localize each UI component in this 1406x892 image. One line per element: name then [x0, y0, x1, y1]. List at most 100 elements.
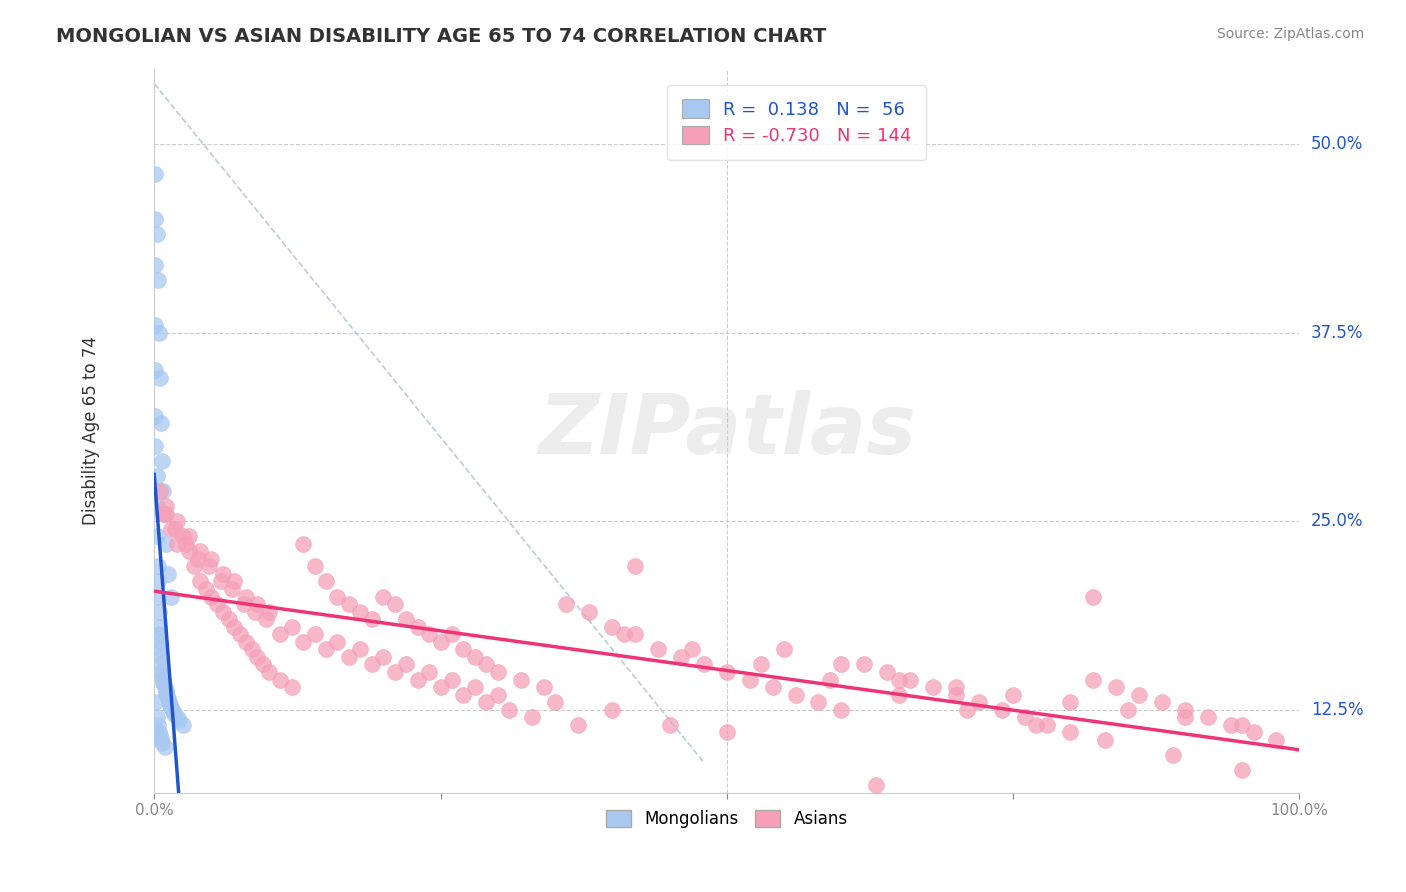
Point [773, 642, 796, 657]
Point [162, 704, 184, 718]
Point [1002, 688, 1025, 702]
Point [762, 680, 785, 694]
Point [152, 507, 174, 521]
Point [1128, 688, 1150, 702]
Point [153, 680, 176, 694]
Point [145, 499, 167, 513]
Point [252, 657, 274, 672]
Point [145, 468, 167, 483]
Point [544, 695, 567, 709]
Point [194, 582, 217, 596]
Point [246, 649, 269, 664]
Point [475, 695, 498, 709]
Text: 25.0%: 25.0% [1310, 512, 1364, 530]
Point [150, 657, 173, 672]
Point [1243, 725, 1265, 739]
Point [1036, 718, 1059, 732]
Point [183, 559, 205, 574]
Point [229, 627, 252, 641]
Point [148, 605, 170, 619]
Point [418, 665, 440, 679]
Point [205, 597, 228, 611]
Point [145, 710, 167, 724]
Point [304, 627, 326, 641]
Point [498, 703, 520, 717]
Point [200, 590, 222, 604]
Point [235, 634, 257, 648]
Point [148, 326, 170, 340]
Point [177, 529, 200, 543]
Point [315, 574, 337, 589]
Point [1265, 732, 1288, 747]
Point [150, 454, 173, 468]
Point [555, 597, 578, 611]
Point [384, 597, 406, 611]
Point [145, 409, 167, 423]
Point [349, 642, 371, 657]
Point [145, 363, 167, 377]
Point [429, 680, 451, 694]
Point [475, 657, 498, 672]
Point [1116, 703, 1139, 717]
Point [1230, 718, 1253, 732]
Point [157, 695, 180, 709]
Point [212, 605, 235, 619]
Point [145, 258, 167, 272]
Point [152, 675, 174, 690]
Point [1014, 710, 1036, 724]
Point [155, 499, 177, 513]
Point [187, 551, 209, 566]
Point [224, 620, 246, 634]
Point [887, 673, 910, 687]
Point [749, 657, 772, 672]
Point [150, 668, 173, 682]
Point [738, 673, 761, 687]
Point [647, 642, 669, 657]
Point [1025, 718, 1047, 732]
Text: Source: ZipAtlas.com: Source: ZipAtlas.com [1216, 27, 1364, 41]
Point [163, 707, 186, 722]
Point [156, 566, 179, 581]
Point [149, 728, 172, 742]
Point [990, 703, 1012, 717]
Point [945, 680, 967, 694]
Point [172, 529, 194, 543]
Point [956, 703, 979, 717]
Point [304, 559, 326, 574]
Point [315, 642, 337, 657]
Point [166, 514, 188, 528]
Point [1094, 732, 1116, 747]
Point [145, 439, 167, 453]
Point [716, 665, 738, 679]
Point [373, 590, 395, 604]
Point [166, 710, 188, 724]
Point [169, 713, 191, 727]
Point [160, 590, 183, 604]
Point [453, 642, 475, 657]
Point [152, 483, 174, 498]
Point [174, 537, 197, 551]
Point [349, 605, 371, 619]
Point [830, 703, 852, 717]
Point [567, 718, 589, 732]
Point [1219, 718, 1241, 732]
Point [681, 642, 703, 657]
Point [172, 718, 194, 732]
Point [146, 590, 169, 604]
Point [177, 544, 200, 558]
Point [160, 522, 183, 536]
Point [406, 620, 429, 634]
Point [159, 698, 181, 713]
Point [155, 683, 177, 698]
Point [898, 673, 921, 687]
Point [153, 740, 176, 755]
Point [337, 597, 360, 611]
Point [163, 522, 186, 536]
Point [146, 574, 169, 589]
Point [658, 718, 681, 732]
Point [152, 673, 174, 687]
Point [395, 612, 418, 626]
Point [887, 688, 910, 702]
Point [360, 657, 382, 672]
Point [150, 732, 173, 747]
